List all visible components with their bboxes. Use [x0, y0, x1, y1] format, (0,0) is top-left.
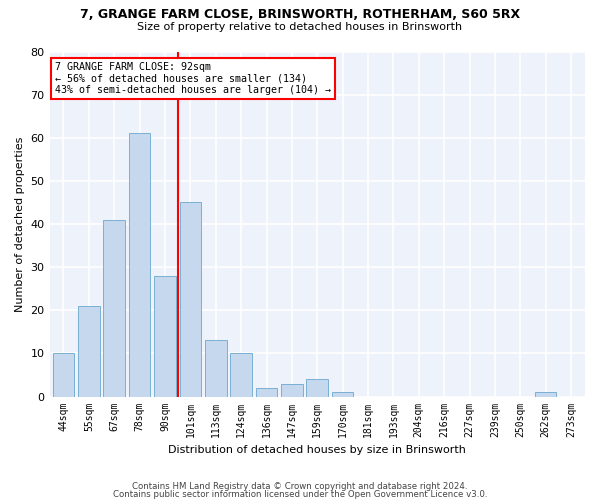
- Bar: [129, 134, 151, 396]
- Bar: [53, 354, 74, 397]
- Bar: [307, 380, 328, 396]
- Text: 7 GRANGE FARM CLOSE: 92sqm
← 56% of detached houses are smaller (134)
43% of sem: 7 GRANGE FARM CLOSE: 92sqm ← 56% of deta…: [55, 62, 331, 95]
- Bar: [154, 276, 176, 396]
- Bar: [281, 384, 302, 396]
- Bar: [535, 392, 556, 396]
- Bar: [230, 354, 252, 397]
- Text: Contains public sector information licensed under the Open Government Licence v3: Contains public sector information licen…: [113, 490, 487, 499]
- Bar: [256, 388, 277, 396]
- Bar: [78, 306, 100, 396]
- Bar: [332, 392, 353, 396]
- Text: 7, GRANGE FARM CLOSE, BRINSWORTH, ROTHERHAM, S60 5RX: 7, GRANGE FARM CLOSE, BRINSWORTH, ROTHER…: [80, 8, 520, 20]
- Y-axis label: Number of detached properties: Number of detached properties: [15, 136, 25, 312]
- Bar: [179, 202, 201, 396]
- Text: Contains HM Land Registry data © Crown copyright and database right 2024.: Contains HM Land Registry data © Crown c…: [132, 482, 468, 491]
- X-axis label: Distribution of detached houses by size in Brinsworth: Distribution of detached houses by size …: [169, 445, 466, 455]
- Bar: [103, 220, 125, 396]
- Bar: [205, 340, 227, 396]
- Text: Size of property relative to detached houses in Brinsworth: Size of property relative to detached ho…: [137, 22, 463, 32]
